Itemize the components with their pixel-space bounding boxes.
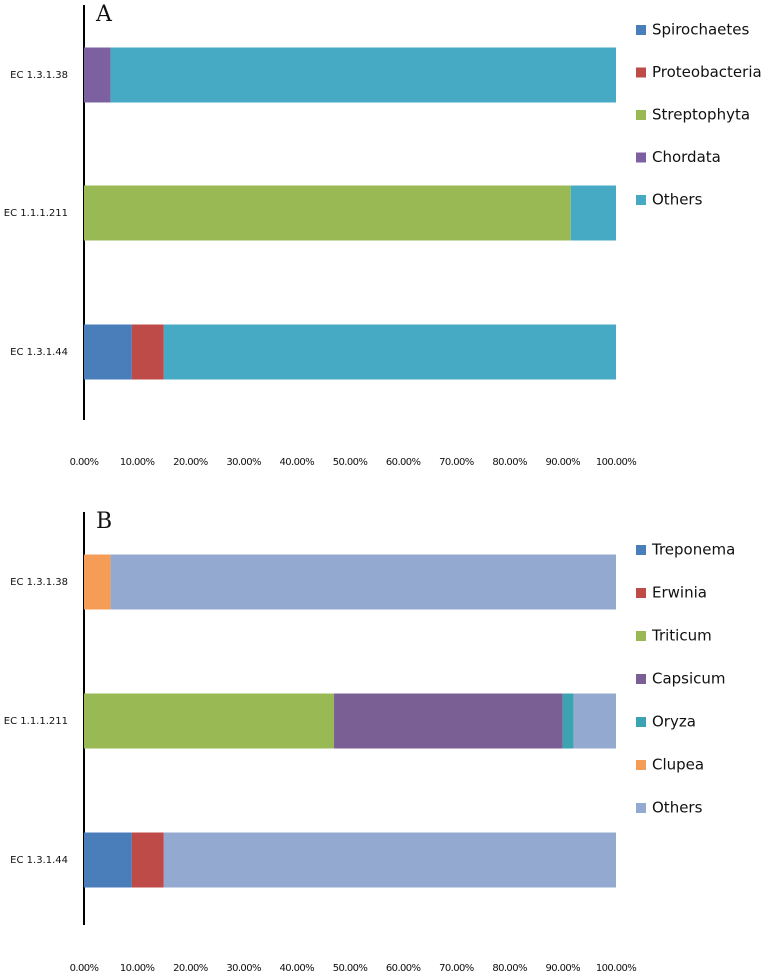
legend-swatch [636,674,646,684]
x-tick-label: 10.00% [120,457,155,468]
bar-segment [84,185,571,241]
legend-label: Treponema [651,541,735,559]
category-label: EC 1.1.1.211 [4,716,68,727]
legend-swatch [636,760,646,770]
category-label: EC 1.3.1.44 [10,347,68,358]
x-tick-label: 100.00% [596,963,636,974]
legend-swatch [636,631,646,641]
legend-label: Proteobacteria [652,63,762,81]
x-tick-label: 30.00% [226,457,261,468]
x-tick-label: 40.00% [280,963,315,974]
bar-segment [110,47,616,103]
bar-segment [84,693,335,749]
legend-label: Others [652,799,703,817]
panel-title: B [96,509,112,534]
legend-swatch [636,803,646,813]
bar-segment [131,832,164,888]
category-label: EC 1.3.1.44 [10,855,68,866]
legend-label: Others [652,191,703,209]
legend-swatch [636,717,646,727]
category-label: EC 1.3.1.38 [10,577,68,588]
bar-segment [573,693,616,749]
x-tick-label: 20.00% [173,963,208,974]
legend-label: Streptophyta [652,106,750,124]
legend-swatch [636,195,646,205]
x-tick-label: 90.00% [546,457,581,468]
bar-segment [131,324,164,380]
x-tick-label: 90.00% [546,963,581,974]
bar-segment [562,693,574,749]
bar-segment [84,554,111,610]
x-tick-label: 0.00% [70,963,99,974]
legend-swatch [636,67,646,78]
x-tick-label: 80.00% [492,457,527,468]
legend-label: Capsicum [652,670,726,688]
x-tick-label: 60.00% [386,963,421,974]
x-tick-label: 100.00% [596,457,636,468]
legend-label: Spirochaetes [652,21,750,39]
category-label: EC 1.1.1.211 [4,208,68,219]
legend-swatch [636,25,646,35]
legend-label: Triticum [651,627,712,645]
legend-swatch [636,152,646,163]
x-tick-label: 0.00% [70,457,99,468]
x-tick-label: 50.00% [333,457,368,468]
bar-segment [84,832,132,888]
legend-label: Chordata [652,148,721,166]
bar-segment [570,185,616,241]
x-tick-label: 30.00% [226,963,261,974]
x-tick-label: 70.00% [439,963,474,974]
legend-swatch [636,110,646,120]
legend-label: Clupea [652,756,704,774]
x-tick-label: 50.00% [333,963,368,974]
x-tick-label: 60.00% [386,457,421,468]
bar-segment [334,693,563,749]
category-label: EC 1.3.1.38 [10,70,68,81]
x-tick-label: 10.00% [120,963,155,974]
bar-segment [163,324,617,380]
legend-label: Erwinia [652,584,707,602]
x-tick-label: 80.00% [492,963,527,974]
bar-segment [163,832,617,888]
bar-segment [84,324,132,380]
x-tick-label: 20.00% [173,457,208,468]
x-tick-label: 40.00% [280,457,315,468]
x-tick-label: 70.00% [439,457,474,468]
bar-segment [84,47,111,103]
legend-label: Oryza [652,713,696,731]
legend-swatch [636,588,646,598]
legend-swatch [636,545,646,555]
bar-segment [110,554,616,610]
panel-title: A [95,2,113,27]
